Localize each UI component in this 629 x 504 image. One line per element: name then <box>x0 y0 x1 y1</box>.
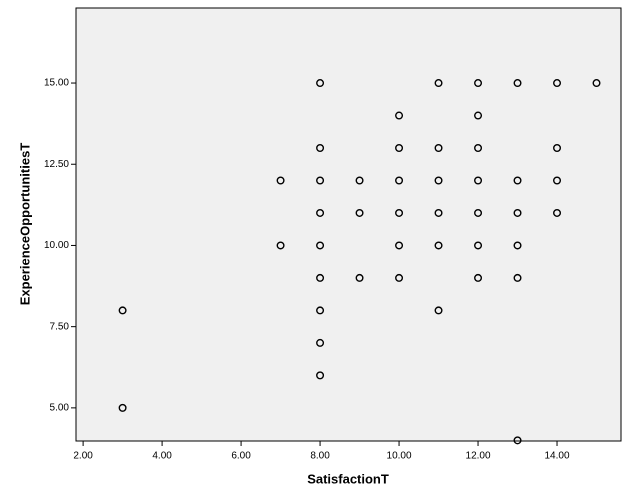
x-tick-label: 8.00 <box>310 451 330 462</box>
point <box>316 144 325 153</box>
point <box>118 403 127 412</box>
point <box>474 111 483 120</box>
y-tick-label: 10.00 <box>44 240 69 251</box>
point <box>592 79 601 88</box>
x-tick-label: 4.00 <box>152 451 172 462</box>
point <box>355 208 364 217</box>
point <box>474 208 483 217</box>
point <box>474 144 483 153</box>
point <box>513 79 522 88</box>
point <box>395 208 404 217</box>
point <box>395 144 404 153</box>
point <box>553 208 562 217</box>
x-tick-label: 2.00 <box>73 451 93 462</box>
point <box>316 338 325 347</box>
point <box>553 79 562 88</box>
point <box>316 208 325 217</box>
x-tick-label: 10.00 <box>387 451 412 462</box>
point <box>355 176 364 185</box>
point <box>513 273 522 282</box>
point <box>513 436 522 445</box>
y-tick-label: 15.00 <box>44 78 69 89</box>
point <box>553 144 562 153</box>
point <box>316 241 325 250</box>
y-tick-label: 5.00 <box>50 403 70 414</box>
point <box>434 208 443 217</box>
x-tick-label: 14.00 <box>545 451 570 462</box>
point <box>395 241 404 250</box>
point <box>434 79 443 88</box>
point <box>474 176 483 185</box>
point <box>513 208 522 217</box>
y-axis-title: ExperienceOpportunitiesT <box>17 143 32 306</box>
point <box>513 241 522 250</box>
point <box>276 241 285 250</box>
point <box>118 306 127 315</box>
x-axis-title: SatisfactionT <box>307 471 389 486</box>
point <box>316 176 325 185</box>
y-tick-label: 7.50 <box>50 321 70 332</box>
point <box>316 306 325 315</box>
point <box>474 241 483 250</box>
point <box>474 79 483 88</box>
point <box>276 176 285 185</box>
y-tick-label: 12.50 <box>44 159 69 170</box>
point <box>553 176 562 185</box>
plot-area <box>75 7 622 442</box>
point <box>316 273 325 282</box>
point <box>395 273 404 282</box>
point <box>434 144 443 153</box>
point <box>395 111 404 120</box>
point <box>316 371 325 380</box>
point <box>434 241 443 250</box>
x-tick-label: 12.00 <box>466 451 491 462</box>
point <box>513 176 522 185</box>
point <box>316 79 325 88</box>
point <box>395 176 404 185</box>
point <box>434 176 443 185</box>
point <box>474 273 483 282</box>
x-tick-label: 6.00 <box>231 451 251 462</box>
point <box>434 306 443 315</box>
point <box>355 273 364 282</box>
